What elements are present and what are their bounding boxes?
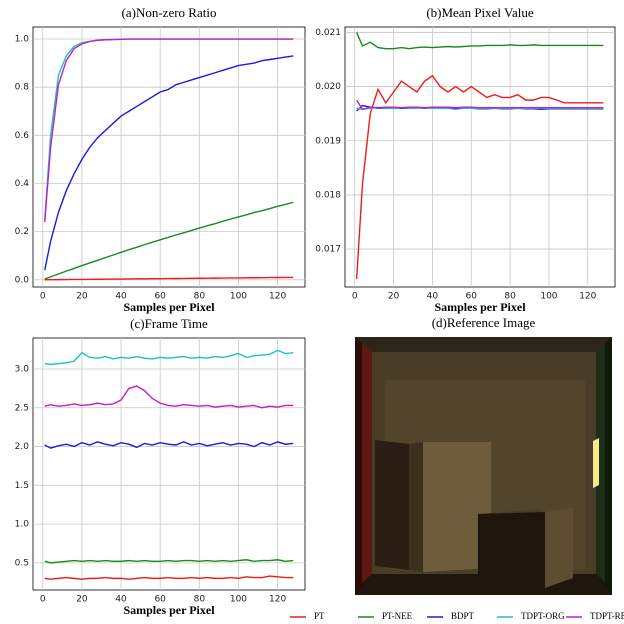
y-tick-label: 0.018	[315, 190, 341, 200]
y-tick-label: 2.0	[15, 442, 30, 452]
x-tick-label: 100	[540, 292, 557, 302]
plot-area	[32, 26, 306, 288]
x-tick-label: 20	[76, 292, 88, 302]
plot-area	[344, 26, 616, 288]
x-tick-label: 80	[194, 292, 206, 302]
series-line	[44, 575, 294, 580]
x-tick-label: 0	[40, 595, 46, 605]
y-tick-label: 0.017	[315, 245, 341, 255]
tall-box-side	[375, 440, 409, 570]
series-line	[44, 559, 294, 564]
x-tick-label: 0	[40, 292, 46, 302]
reference-image	[355, 337, 612, 595]
legend-label: BDPT	[451, 611, 475, 621]
series-line	[44, 201, 294, 280]
x-tick-label: 80	[504, 292, 516, 302]
legend-label: PT-NEE	[382, 611, 413, 621]
y-tick-label: 1.5	[15, 481, 29, 491]
x-tick-label: 0	[352, 292, 358, 302]
x-tick-label: 60	[154, 595, 166, 605]
short-box-side	[545, 508, 573, 588]
chart-title: (b)Mean Pixel Value	[426, 5, 534, 20]
light	[593, 438, 599, 488]
tall-box-front	[423, 442, 491, 572]
y-tick-label: 0.0	[15, 275, 30, 285]
y-tick-label: 1.0	[15, 520, 30, 530]
chart-title: (d)Reference Image	[432, 315, 536, 330]
x-axis-label: Samples per Pixel	[123, 603, 215, 617]
left-wall-lit	[362, 343, 372, 583]
ceiling	[355, 337, 612, 352]
x-tick-label: 40	[115, 595, 127, 605]
series-line	[44, 55, 294, 271]
y-tick-label: 0.6	[15, 131, 30, 141]
x-tick-label: 60	[154, 292, 166, 302]
legend-label: TDPT-RE	[590, 611, 624, 621]
x-axis-label: Samples per Pixel	[434, 300, 526, 314]
short-box-front	[478, 512, 545, 588]
chart-title: (c)Frame Time	[130, 316, 208, 331]
series-line	[355, 74, 604, 279]
y-tick-label: 0.2	[15, 227, 29, 237]
chart-title: (a)Non-zero Ratio	[122, 5, 217, 20]
y-tick-label: 2.5	[15, 403, 29, 413]
x-tick-label: 120	[579, 292, 596, 302]
right-wall-lit	[596, 343, 605, 583]
y-tick-label: 3.0	[15, 365, 30, 375]
x-tick-label: 40	[427, 292, 439, 302]
series-line	[356, 32, 604, 50]
series-line	[356, 99, 604, 111]
series-line	[44, 349, 294, 366]
x-tick-label: 60	[466, 292, 478, 302]
y-tick-label: 0.5	[15, 558, 29, 568]
x-tick-label: 100	[230, 292, 247, 302]
x-tick-label: 120	[269, 595, 286, 605]
series-line	[44, 385, 294, 409]
plot-area	[32, 337, 306, 591]
y-tick-label: 1.0	[15, 35, 30, 45]
legend-label: PT	[314, 611, 325, 621]
x-axis-label: Samples per Pixel	[123, 300, 215, 314]
x-tick-label: 20	[388, 292, 400, 302]
tall-box-edge	[409, 442, 423, 572]
legend-label: TDPT-ORG	[521, 611, 565, 621]
x-tick-label: 40	[115, 292, 127, 302]
x-tick-label: 80	[194, 595, 206, 605]
series-line	[44, 441, 294, 449]
series-line	[44, 38, 294, 223]
x-tick-label: 120	[269, 292, 286, 302]
y-tick-label: 0.8	[15, 83, 30, 93]
x-tick-label: 100	[230, 595, 247, 605]
y-tick-label: 0.021	[315, 28, 341, 38]
y-tick-label: 0.4	[15, 179, 30, 189]
x-tick-label: 20	[76, 595, 88, 605]
series-line	[44, 276, 294, 281]
y-tick-label: 0.020	[315, 82, 341, 92]
y-tick-label: 0.019	[315, 136, 341, 146]
